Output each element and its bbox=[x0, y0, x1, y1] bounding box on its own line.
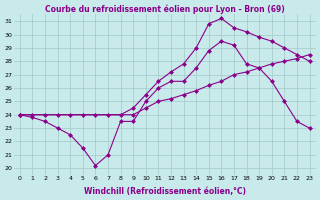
Title: Courbe du refroidissement éolien pour Lyon - Bron (69): Courbe du refroidissement éolien pour Ly… bbox=[45, 4, 284, 14]
X-axis label: Windchill (Refroidissement éolien,°C): Windchill (Refroidissement éolien,°C) bbox=[84, 187, 246, 196]
